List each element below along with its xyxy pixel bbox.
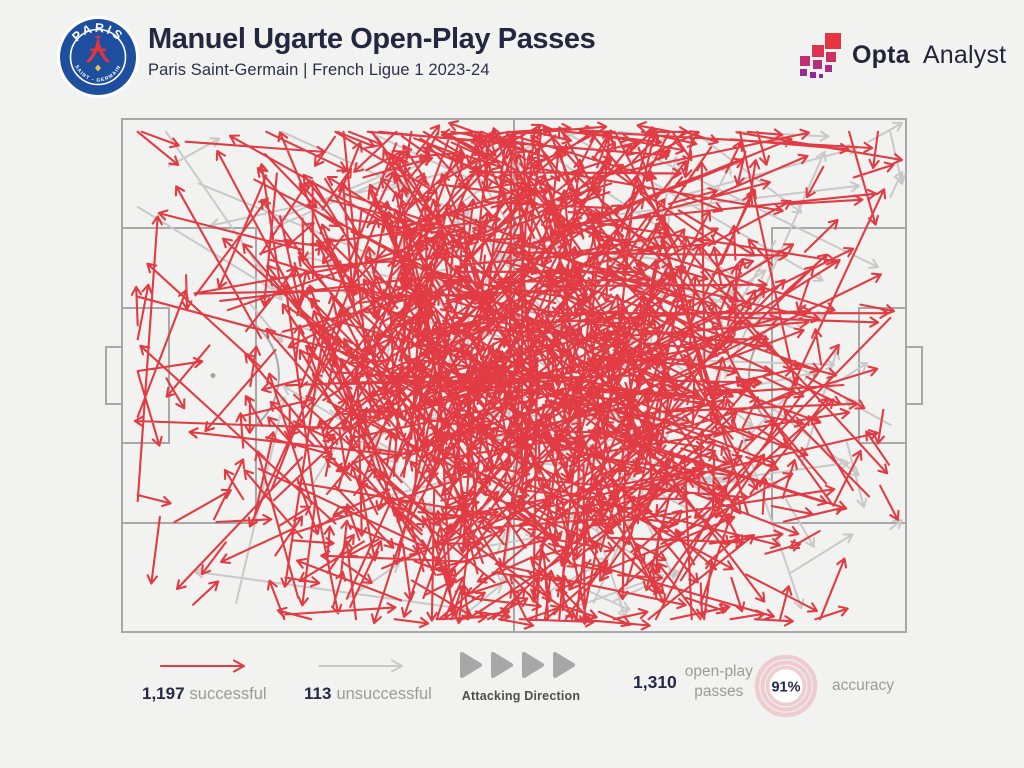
unsuccessful-count: 113: [304, 684, 332, 703]
left-goal: [105, 346, 123, 405]
successful-text: successful: [189, 685, 267, 703]
eiffel-tower-icon: [85, 34, 111, 63]
accuracy-target-icon: 91%: [754, 654, 818, 718]
left-penalty-spot: [210, 373, 216, 378]
successful-arrow-icon: [159, 659, 246, 673]
total-passes-line1: open-play: [684, 663, 753, 680]
title-block: Manuel Ugarte Open-Play Passes Paris Sai…: [148, 23, 596, 80]
total-passes-count: 1,310: [633, 671, 677, 692]
badge-inner-ring: [69, 28, 127, 86]
attacking-direction-icon: [460, 652, 575, 678]
unsuccessful-arrow-icon: [318, 659, 403, 673]
opta-squares-icon: [800, 33, 841, 78]
right-penalty-box: [771, 227, 907, 524]
brand-opta: Opta: [852, 41, 910, 69]
psg-club-badge: PARIS SAINT - GERMAIN: [57, 16, 139, 98]
legend-accuracy: 91% accuracy: [753, 653, 894, 719]
right-six-yard-box: [858, 307, 907, 444]
brand-analyst: Analyst: [922, 41, 1007, 69]
legend-attacking-direction: Attacking Direction: [456, 651, 586, 703]
legend-unsuccessful: 113 unsuccessful: [304, 659, 432, 704]
left-penalty-box: [121, 227, 257, 524]
brand-wordmark: Opta Analyst: [852, 41, 1006, 70]
fleur-de-lis-icon: [95, 64, 101, 72]
successful-count: 1,197: [142, 684, 185, 703]
unsuccessful-text: unsuccessful: [336, 685, 432, 703]
page-title: Manuel Ugarte Open-Play Passes: [148, 23, 596, 55]
successful-label: 1,197 successful: [142, 684, 267, 704]
total-passes-line2: passes: [694, 683, 744, 701]
successful-passes-arrows: [130, 120, 904, 631]
unsuccessful-label: 113 unsuccessful: [304, 684, 432, 704]
attacking-direction-label: Attacking Direction: [461, 689, 581, 703]
legend-total-passes: 1,310 open-play passes: [633, 662, 753, 703]
total-passes-label: open-play passes: [685, 662, 753, 703]
page-subtitle: Paris Saint-Germain | French Ligue 1 202…: [148, 61, 490, 80]
left-penalty-arc: [255, 324, 280, 427]
header: PARIS SAINT - GERMAIN Manuel Ugarte Open…: [0, 0, 1024, 110]
accuracy-value: 91%: [771, 680, 800, 696]
right-goal: [905, 346, 923, 405]
opta-analyst-logo: Opta Analyst: [796, 32, 1006, 79]
legend-successful: 1,197 successful: [142, 659, 267, 704]
accuracy-label: accuracy: [832, 677, 895, 694]
